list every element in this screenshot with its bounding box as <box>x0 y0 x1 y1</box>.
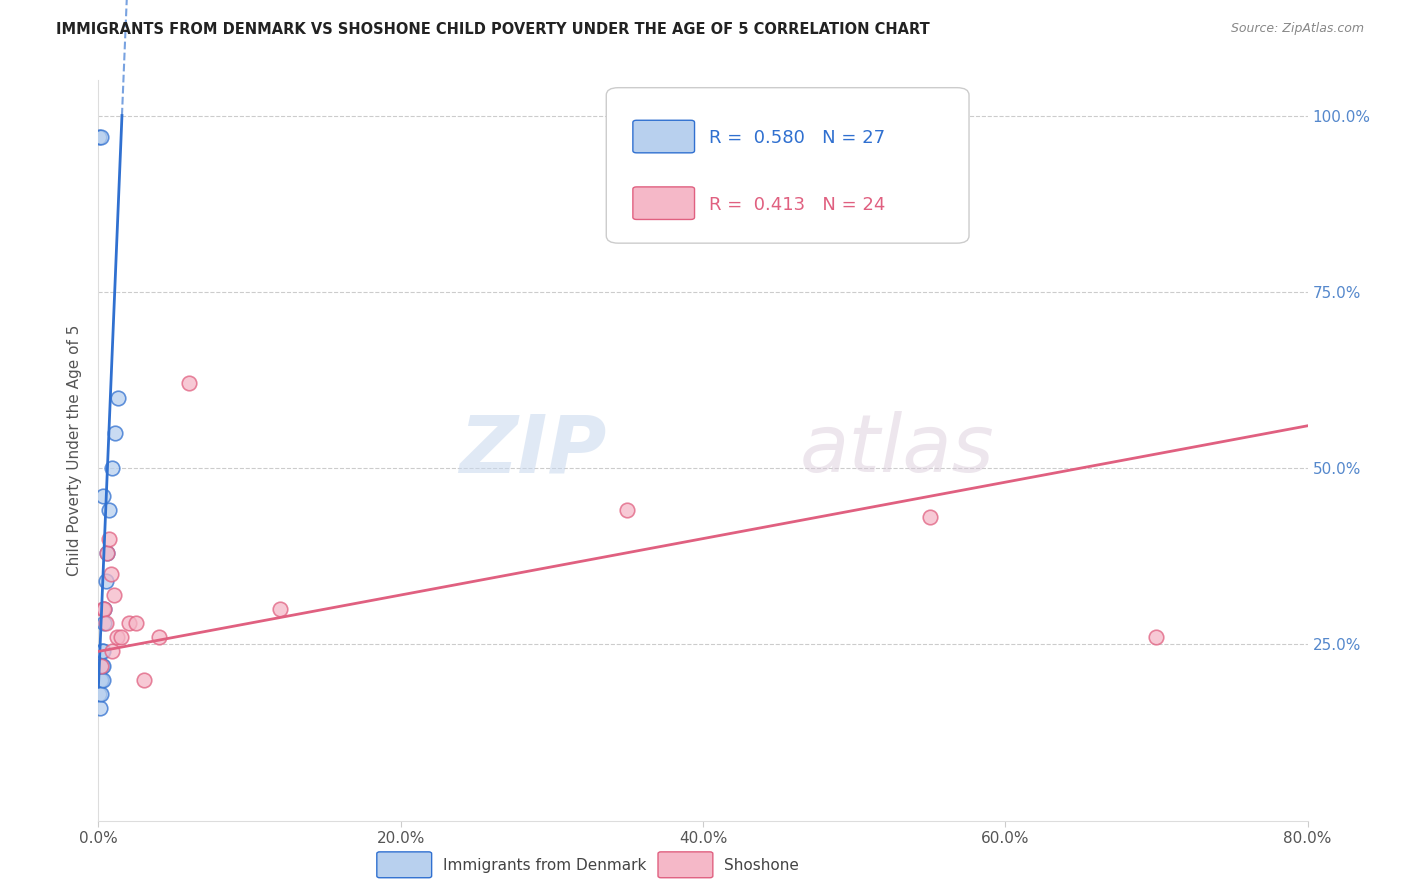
Point <box>91 602 114 616</box>
Point <box>89 129 111 144</box>
Point <box>105 630 128 644</box>
Point <box>98 532 121 546</box>
Point <box>107 391 129 405</box>
Point <box>93 616 115 631</box>
FancyBboxPatch shape <box>606 87 969 244</box>
Point <box>91 658 114 673</box>
Y-axis label: Child Poverty Under the Age of 5: Child Poverty Under the Age of 5 <box>67 325 83 576</box>
Point <box>1144 630 1167 644</box>
Point <box>110 630 132 644</box>
Point <box>90 658 112 673</box>
Point <box>91 644 114 658</box>
Point <box>179 376 201 391</box>
Point <box>90 644 112 658</box>
Point <box>269 602 291 616</box>
Text: R =  0.413   N = 24: R = 0.413 N = 24 <box>709 195 886 214</box>
Point <box>148 630 170 644</box>
Point <box>89 701 111 715</box>
Point <box>89 673 111 687</box>
Point <box>89 673 111 687</box>
Point <box>918 510 941 524</box>
Point <box>90 687 112 701</box>
Point <box>118 616 141 631</box>
Point <box>125 616 148 631</box>
Point <box>94 574 117 588</box>
Point <box>90 658 112 673</box>
Text: Source: ZipAtlas.com: Source: ZipAtlas.com <box>1230 22 1364 36</box>
Point <box>91 489 114 503</box>
Point <box>90 658 112 673</box>
Point <box>103 588 125 602</box>
Point <box>104 425 127 440</box>
Point <box>96 546 118 560</box>
Point <box>100 566 122 581</box>
Point <box>93 602 115 616</box>
Point <box>93 602 115 616</box>
Point <box>91 673 114 687</box>
Text: ZIP: ZIP <box>458 411 606 490</box>
Point <box>90 673 112 687</box>
Text: IMMIGRANTS FROM DENMARK VS SHOSHONE CHILD POVERTY UNDER THE AGE OF 5 CORRELATION: IMMIGRANTS FROM DENMARK VS SHOSHONE CHIL… <box>56 22 929 37</box>
Point <box>101 644 124 658</box>
Point <box>87 687 110 701</box>
Text: R =  0.580   N = 27: R = 0.580 N = 27 <box>709 129 886 147</box>
Point <box>101 461 124 475</box>
Point <box>616 503 638 517</box>
Point <box>90 129 112 144</box>
FancyBboxPatch shape <box>633 120 695 153</box>
Point <box>90 673 112 687</box>
Text: atlas: atlas <box>800 411 994 490</box>
Point <box>89 673 111 687</box>
Point <box>89 658 111 673</box>
Text: Immigrants from Denmark: Immigrants from Denmark <box>443 858 647 872</box>
Point <box>132 673 155 687</box>
FancyBboxPatch shape <box>633 187 695 219</box>
Point <box>96 546 118 560</box>
Point <box>91 658 114 673</box>
Point <box>94 616 117 631</box>
Text: Shoshone: Shoshone <box>724 858 799 872</box>
Point <box>98 503 121 517</box>
